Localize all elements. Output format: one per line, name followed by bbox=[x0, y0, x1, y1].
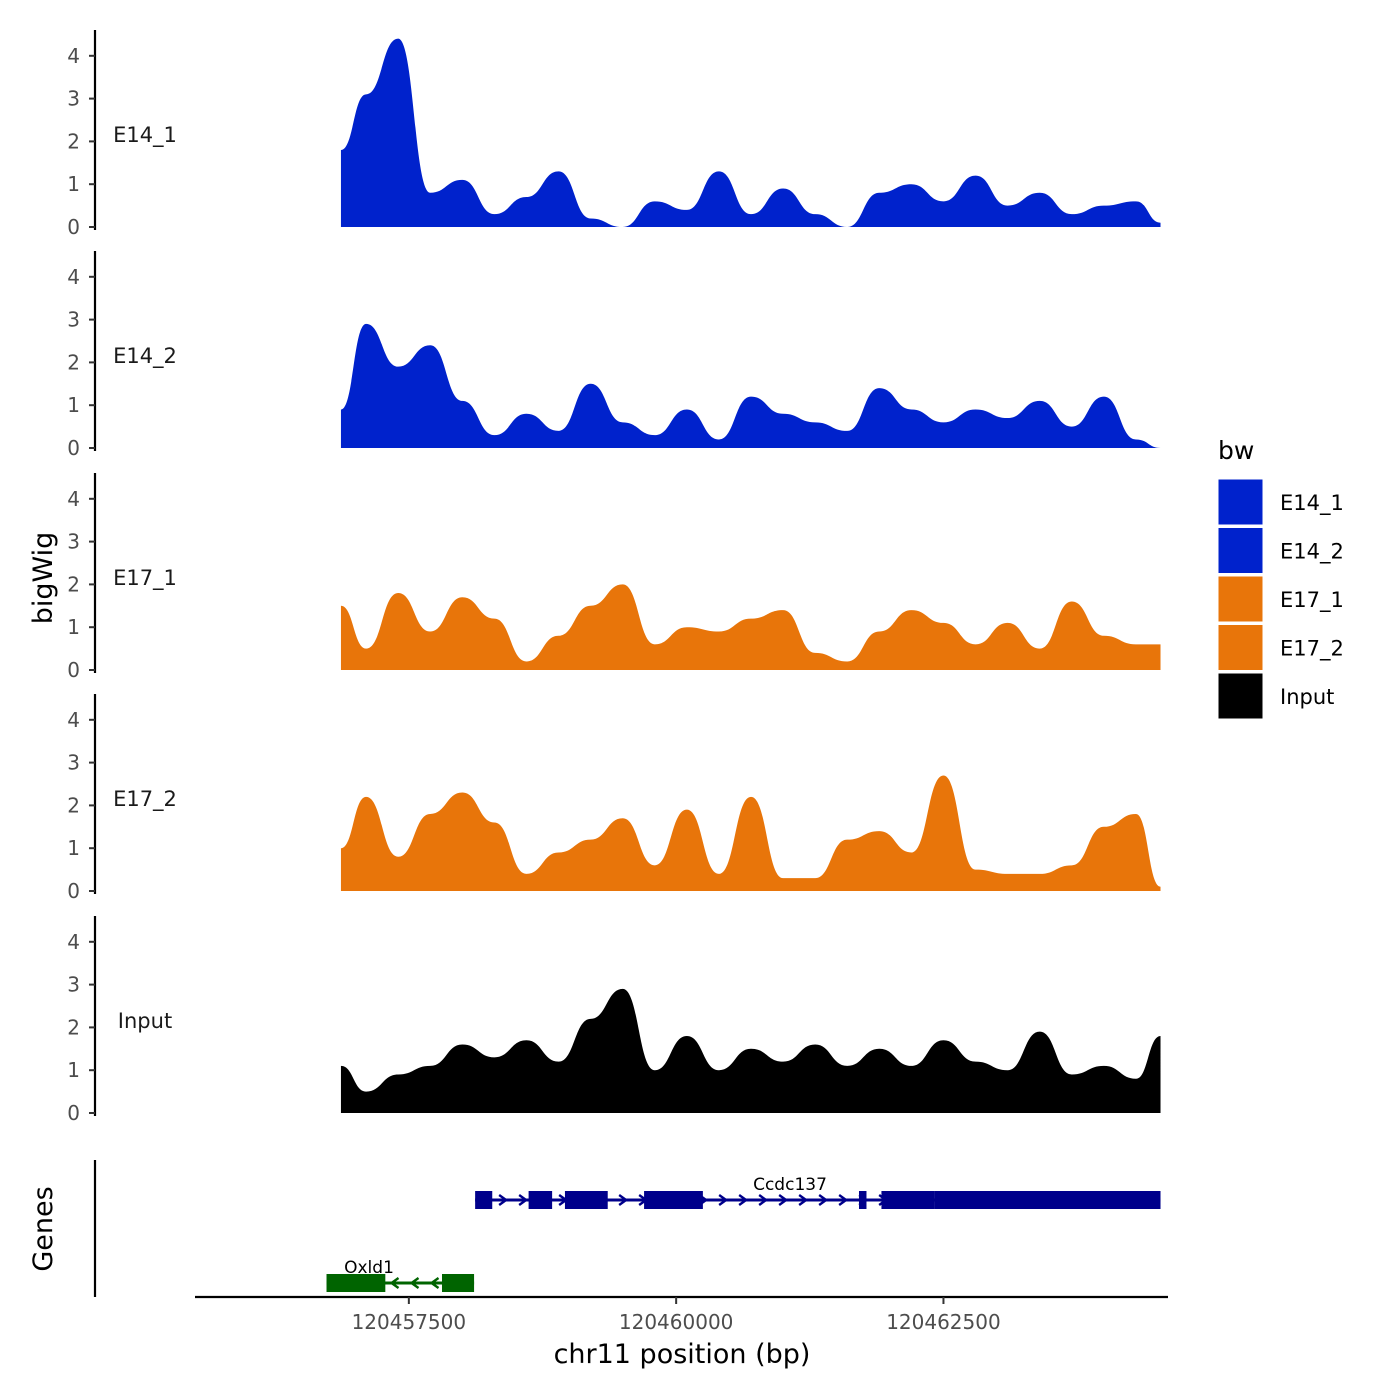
gene-track: Ccdc137 Oxld1 bbox=[93, 1160, 1161, 1297]
strand-arrow bbox=[818, 1194, 829, 1206]
coverage-tracks: 0 1 2 3 4 E14_1 0 1 2 3 4 E14_2 0 1 2 3 4 E17_1 0 1 2 3 4 E17_2… bbox=[67, 30, 1161, 1125]
gene-exon bbox=[564, 1191, 608, 1209]
y-tick-label: 0 bbox=[67, 215, 80, 239]
gene-exon bbox=[326, 1274, 386, 1292]
y-tick-label: 4 bbox=[67, 708, 80, 732]
y-tick-label: 2 bbox=[67, 572, 80, 596]
legend-label: E17_2 bbox=[1280, 637, 1344, 662]
strand-arrow bbox=[518, 1194, 529, 1206]
genes-axis-title: Genes bbox=[28, 1186, 59, 1271]
legend-swatch bbox=[1217, 575, 1264, 623]
y-tick-label: 1 bbox=[67, 615, 80, 639]
legend-swatch bbox=[1217, 527, 1264, 574]
gene-Ccdc137: Ccdc137 bbox=[475, 1175, 1161, 1209]
y-tick-label: 0 bbox=[67, 658, 80, 682]
gene-exon bbox=[528, 1191, 553, 1209]
gene-Oxld1: Oxld1 bbox=[326, 1258, 475, 1292]
track-E17_1: 0 1 2 3 4 E17_1 bbox=[67, 473, 1161, 682]
y-tick-label: 3 bbox=[67, 751, 80, 775]
y-tick-label: 0 bbox=[67, 879, 80, 903]
track-label: E14_2 bbox=[113, 344, 177, 369]
strand-arrow bbox=[429, 1277, 440, 1289]
coverage-area bbox=[340, 323, 1161, 448]
legend-title: bw bbox=[1218, 436, 1254, 465]
x-tick-label: 120462500 bbox=[886, 1310, 1001, 1334]
gene-exon bbox=[934, 1191, 1161, 1209]
y-tick-label: 1 bbox=[67, 836, 80, 860]
legend-swatch bbox=[1217, 478, 1264, 526]
x-axis: 120457500 120460000 120462500 bbox=[195, 1295, 1168, 1334]
legend-label: E14_2 bbox=[1280, 540, 1344, 565]
gene-name-label: Oxld1 bbox=[344, 1258, 394, 1278]
y-tick-label: 1 bbox=[67, 172, 80, 196]
gene-exon bbox=[881, 1191, 935, 1209]
track-label: E17_1 bbox=[113, 566, 177, 591]
y-tick-label: 2 bbox=[67, 1015, 80, 1039]
y-tick-label: 3 bbox=[67, 308, 80, 332]
strand-arrow bbox=[738, 1194, 749, 1206]
gene-exon bbox=[441, 1274, 475, 1292]
coverage-area bbox=[340, 988, 1161, 1113]
legend-label: Input bbox=[1280, 685, 1334, 709]
y-tick-label: 1 bbox=[67, 393, 80, 417]
legend-swatch bbox=[1217, 624, 1264, 671]
x-tick-label: 120457500 bbox=[352, 1310, 467, 1334]
track-label: Input bbox=[118, 1009, 172, 1033]
track-Input: 0 1 2 3 4 Input bbox=[67, 916, 1161, 1125]
gene-exon bbox=[644, 1191, 703, 1209]
y-tick-label: 2 bbox=[67, 793, 80, 817]
gene-name-label: Ccdc137 bbox=[753, 1175, 827, 1195]
strand-arrow bbox=[778, 1194, 789, 1206]
y-tick-label: 3 bbox=[67, 973, 80, 997]
y-tick-label: 0 bbox=[67, 1101, 80, 1125]
y-tick-label: 3 bbox=[67, 530, 80, 554]
strand-arrow bbox=[389, 1277, 400, 1289]
strand-arrow bbox=[718, 1194, 729, 1206]
legend: bw E14_1 E14_2 E17_1 E17_2 Input bbox=[1217, 436, 1344, 720]
coverage-area bbox=[340, 584, 1161, 670]
y-tick-label: 1 bbox=[67, 1058, 80, 1082]
track-label: E14_1 bbox=[113, 123, 177, 148]
strand-arrow bbox=[798, 1194, 809, 1206]
track-E17_2: 0 1 2 3 4 E17_2 bbox=[67, 694, 1161, 903]
strand-arrow bbox=[618, 1194, 629, 1206]
gene-exon bbox=[858, 1191, 867, 1209]
y-tick-label: 4 bbox=[67, 44, 80, 68]
y-tick-label: 3 bbox=[67, 87, 80, 111]
track-label: E17_2 bbox=[113, 787, 177, 812]
y-tick-label: 2 bbox=[67, 129, 80, 153]
y-axis-title: bigWig bbox=[28, 532, 59, 625]
track-E14_1: 0 1 2 3 4 E14_1 bbox=[67, 30, 1161, 239]
x-axis-title: chr11 position (bp) bbox=[554, 1339, 811, 1370]
legend-swatch bbox=[1217, 672, 1264, 720]
y-tick-label: 4 bbox=[67, 930, 80, 954]
y-tick-label: 0 bbox=[67, 436, 80, 460]
coverage-area bbox=[340, 775, 1161, 891]
strand-arrow bbox=[758, 1194, 769, 1206]
gene-exon bbox=[475, 1191, 493, 1209]
strand-arrow bbox=[498, 1194, 509, 1206]
y-tick-label: 2 bbox=[67, 350, 80, 374]
strand-arrow bbox=[838, 1194, 849, 1206]
legend-label: E14_1 bbox=[1280, 491, 1344, 516]
coverage-area bbox=[340, 38, 1161, 228]
track-E14_2: 0 1 2 3 4 E14_2 bbox=[67, 251, 1161, 460]
y-tick-label: 4 bbox=[67, 265, 80, 289]
legend-label: E17_1 bbox=[1280, 588, 1344, 613]
strand-arrow bbox=[409, 1277, 420, 1289]
y-tick-label: 4 bbox=[67, 487, 80, 511]
x-tick-label: 120460000 bbox=[619, 1310, 734, 1334]
